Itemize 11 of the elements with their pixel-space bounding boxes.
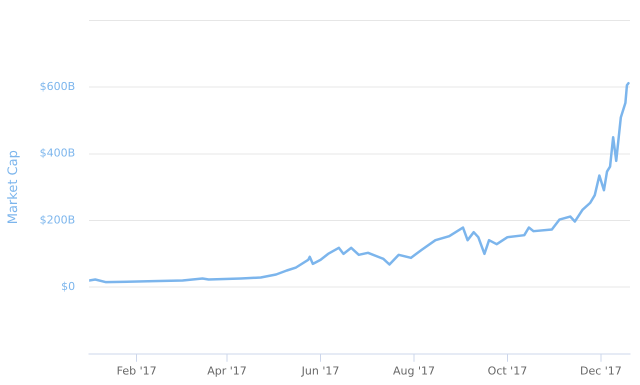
y-tick-label: $600B: [40, 80, 76, 94]
x-tick-label: Feb '17: [116, 364, 157, 378]
x-tick-label: Oct '17: [488, 364, 528, 378]
y-tick-label: $0: [61, 280, 76, 294]
y-tick-label: $400B: [40, 146, 76, 160]
x-tick-label: Aug '17: [392, 364, 435, 378]
x-tick-label: Jun '17: [300, 364, 340, 378]
y-axis-title: Market Cap: [6, 150, 22, 224]
x-tick-label: Dec '17: [580, 364, 622, 378]
y-tick-label: $200B: [40, 213, 76, 226]
x-tick-label: Apr '17: [207, 364, 247, 378]
